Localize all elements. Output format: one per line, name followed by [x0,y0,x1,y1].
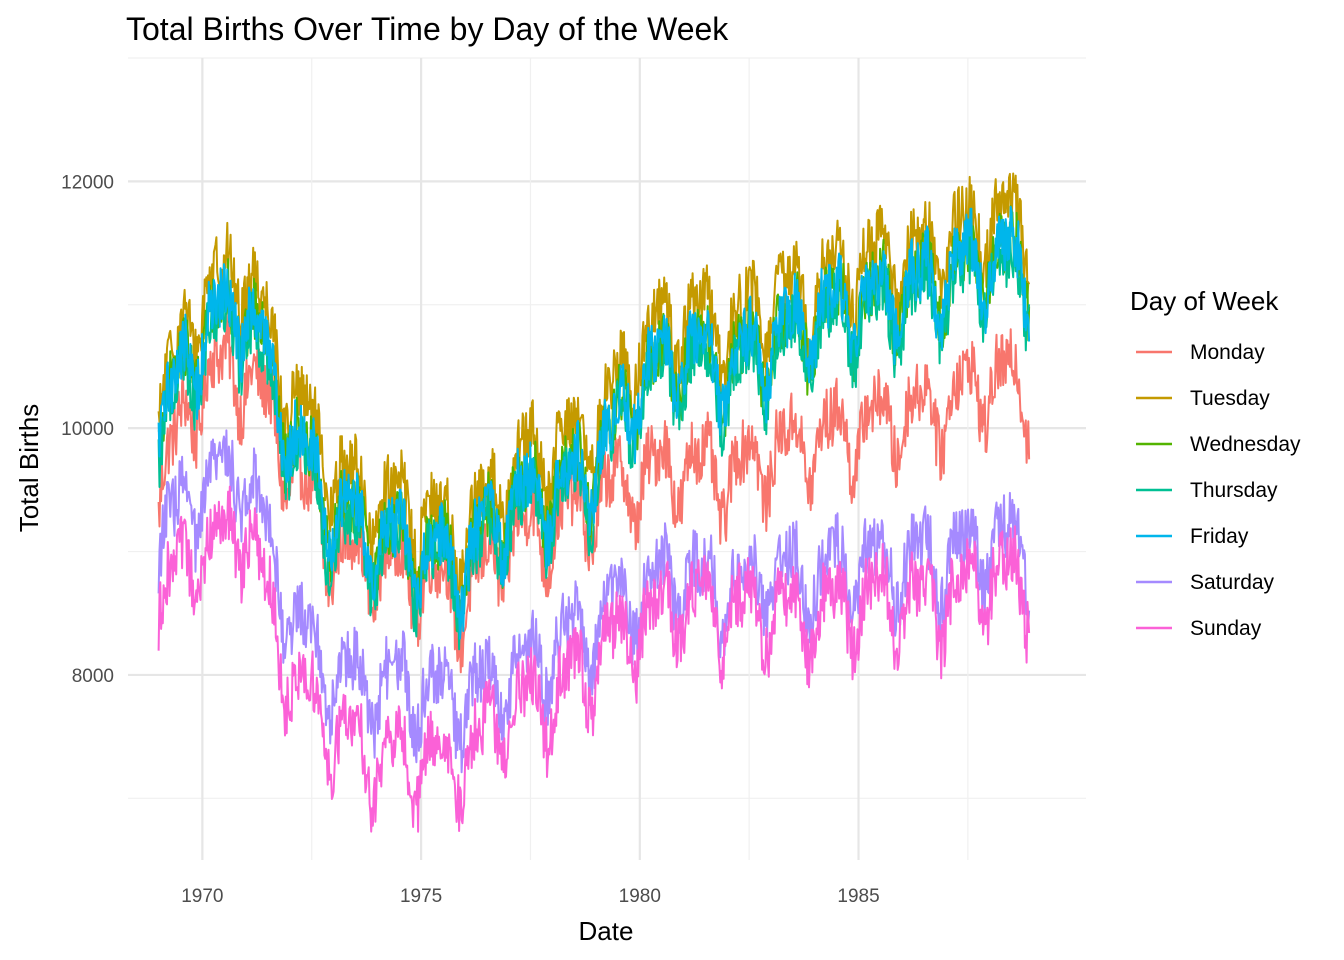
series-lines [157,172,1031,833]
legend-label-wednesday: Wednesday [1190,433,1301,456]
x-tick-label: 1985 [837,886,879,907]
series-line-saturday [157,429,1031,774]
y-tick-label: 10000 [61,419,114,440]
legend-label-thursday: Thursday [1190,479,1278,502]
legend-label-tuesday: Tuesday [1190,387,1270,410]
x-tick-label: 1970 [181,886,223,907]
x-tick-labels: 1970 1975 1980 1985 [181,886,879,907]
series-line-friday [157,205,1031,640]
legend-title: Day of Week [1130,286,1279,316]
series-line-wednesday [157,205,1031,632]
x-tick-label: 1980 [619,886,661,907]
y-tick-label: 12000 [61,172,114,193]
y-tick-label: 8000 [72,666,114,687]
y-tick-labels: 8000 10000 12000 [61,172,114,687]
x-axis-title: Date [579,916,634,946]
legend: Day of Week Monday Tuesday Wednesday Thursd… [1130,286,1301,640]
x-tick-label: 1975 [400,886,442,907]
legend-label-sunday: Sunday [1190,617,1262,640]
legend-label-monday: Monday [1190,341,1265,364]
legend-label-saturday: Saturday [1190,571,1275,594]
chart-title: Total Births Over Time by Day of the Wee… [126,11,729,47]
series-line-sunday [157,485,1031,833]
y-axis-title: Total Births [14,404,44,533]
legend-label-friday: Friday [1190,525,1249,548]
